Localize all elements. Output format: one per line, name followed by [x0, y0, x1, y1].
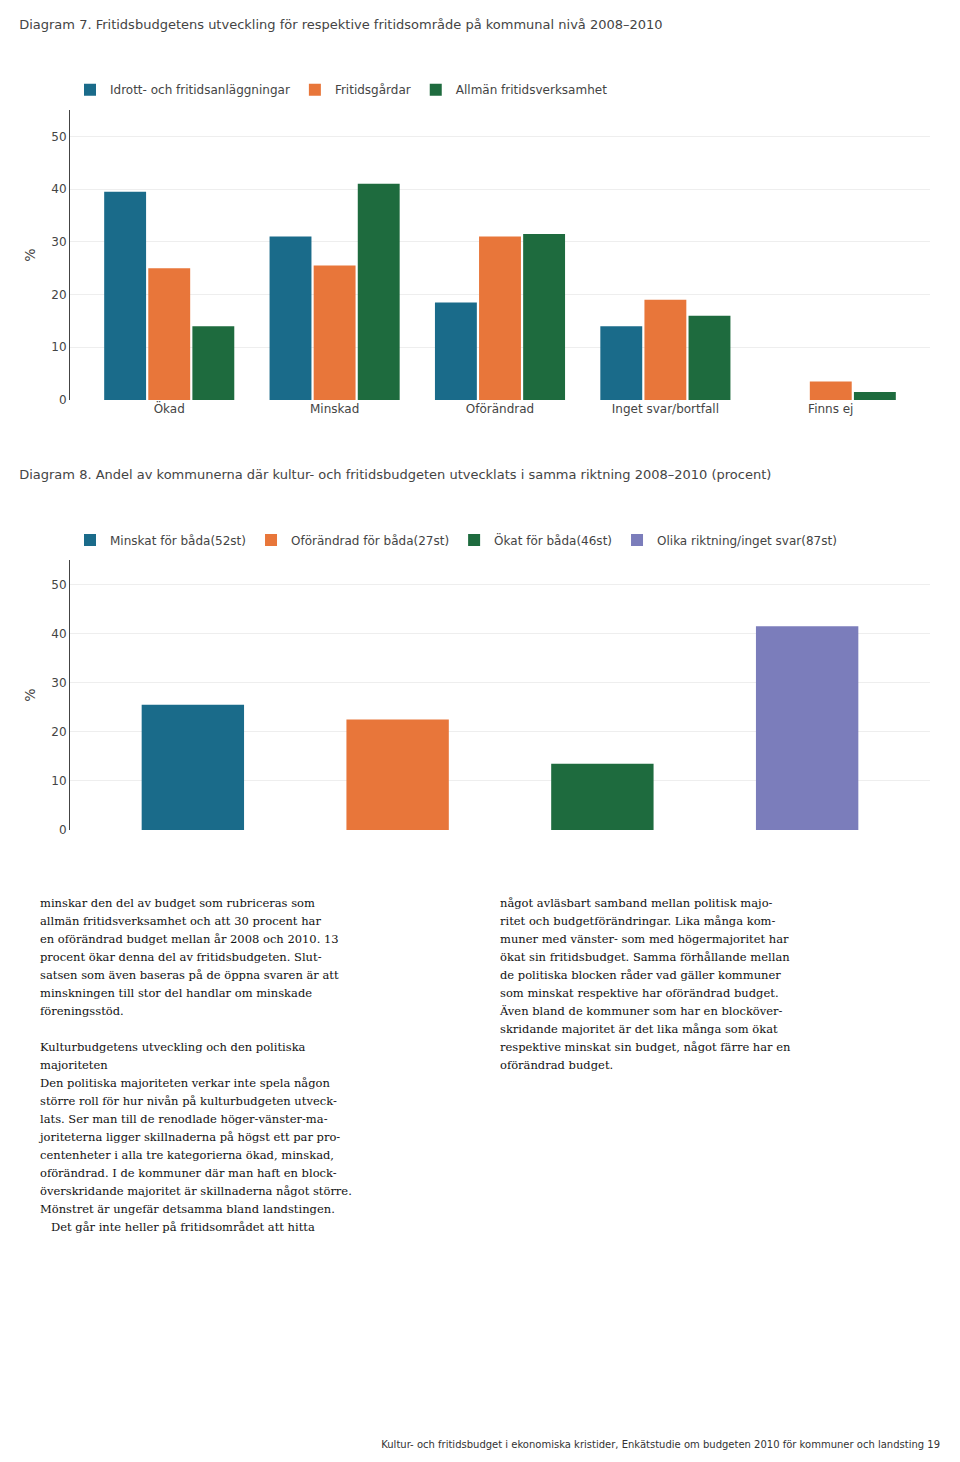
svg-text:50: 50 [51, 130, 66, 144]
html-text:centenheter i alla tre kategor: centenheter i alla tre kategorierna ökad… [40, 1148, 334, 1162]
svg-text:Fritidsgårdar: Fritidsgårdar [335, 83, 411, 97]
html-text:skridande majoritet är det lik: skridande majoritet är det lika många so… [500, 1022, 778, 1036]
svg-text:50: 50 [51, 578, 66, 592]
html-text:överskridande majoritet är ski: överskridande majoritet är skillnaderna … [40, 1184, 352, 1198]
svg-text:30: 30 [51, 676, 66, 690]
html-text:allmän fritidsverksamhet och a: allmän fritidsverksamhet och att 30 proc… [40, 914, 321, 928]
svg-text:Oförändrad: Oförändrad [466, 402, 534, 416]
svg-text:Oförändrad för båda(27st): Oförändrad för båda(27st) [291, 534, 449, 548]
html-text:respektive minskat sin budget,: respektive minskat sin budget, något fär… [500, 1040, 791, 1054]
html-text:som minskat respektive har ofö: som minskat respektive har oförändrad bu… [500, 986, 779, 1000]
svg-text:20: 20 [51, 288, 66, 302]
html-text:procent ökar denna del av frit: procent ökar denna del av fritidsbudgete… [40, 950, 322, 964]
svg-text:Ökad: Ökad [154, 400, 185, 416]
html-text:föreningsstöd.: föreningsstöd. [40, 1004, 124, 1018]
html-text:muner med vänster- som med hög: muner med vänster- som med högermajorite… [500, 932, 789, 946]
svg-text:0: 0 [59, 823, 67, 837]
svg-text:Idrott- och fritidsanläggninga: Idrott- och fritidsanläggningar [110, 83, 290, 97]
html-text:Mönstret är ungefär detsamma b: Mönstret är ungefär detsamma bland lands… [40, 1202, 335, 1216]
svg-text:10: 10 [51, 774, 66, 788]
svg-text:Inget svar/bortfall: Inget svar/bortfall [612, 402, 719, 416]
html-text:Kulturbudgetens utveckling och: Kulturbudgetens utveckling och den polit… [40, 1040, 306, 1054]
svg-text:Olika riktning/inget svar(87st: Olika riktning/inget svar(87st) [657, 534, 837, 548]
html-text:Kultur- och fritidsbudget i ek: Kultur- och fritidsbudget i ekonomiska k… [381, 1439, 940, 1450]
svg-text:Diagram 8. Andel av kommunerna: Diagram 8. Andel av kommunerna där kultu… [19, 467, 771, 482]
html-text:Även bland de kommuner som har: Även bland de kommuner som har en blockö… [500, 1004, 783, 1018]
html-text:oförändrad budget.: oförändrad budget. [500, 1058, 614, 1072]
html-text:Det går inte heller på fritids: Det går inte heller på fritidsområdet at… [40, 1220, 315, 1234]
html-text:ökat sin fritidsbudget. Samma: ökat sin fritidsbudget. Samma förhålland… [500, 950, 790, 964]
svg-text:0: 0 [59, 393, 67, 407]
svg-text:30: 30 [51, 235, 66, 249]
svg-text:%: % [22, 688, 38, 701]
html-text:lats. Ser man till de renodlad: lats. Ser man till de renodlade höger-vä… [40, 1112, 328, 1126]
html-text:joriteterna ligger skillnadern: joriteterna ligger skillnaderna på högst… [40, 1130, 341, 1144]
html-text:ritet och budgetförändringar.: ritet och budgetförändringar. Lika många… [500, 914, 776, 928]
html-text:majoriteten: majoriteten [40, 1058, 108, 1072]
svg-text:40: 40 [51, 182, 66, 196]
html-text:något avläsbart samband mellan: något avläsbart samband mellan politisk … [500, 896, 773, 910]
svg-text:Diagram 7. Fritidsbudgetens ut: Diagram 7. Fritidsbudgetens utveckling f… [19, 17, 662, 32]
html-text:de politiska blocken råder vad: de politiska blocken råder vad gäller ko… [500, 968, 781, 982]
svg-text:Ökat för båda(46st): Ökat för båda(46st) [494, 532, 612, 548]
html-text:en oförändrad budget mellan år: en oförändrad budget mellan år 2008 och … [40, 932, 339, 946]
svg-text:Finns ej: Finns ej [808, 402, 853, 416]
html-text:satsen som även baseras på de: satsen som även baseras på de öppna svar… [40, 968, 339, 982]
html-text:oförändrad. I de kommuner där: oförändrad. I de kommuner där man haft e… [40, 1166, 337, 1180]
svg-text:40: 40 [51, 627, 66, 641]
html-text:minskar den del av budget som: minskar den del av budget som rubriceras… [40, 896, 315, 910]
html-text:minskningen till stor del hand: minskningen till stor del handlar om min… [40, 986, 313, 1000]
svg-text:%: % [22, 248, 38, 261]
svg-text:20: 20 [51, 725, 66, 739]
svg-text:Allmän fritidsverksamhet: Allmän fritidsverksamhet [456, 83, 607, 97]
svg-text:Minskat för båda(52st): Minskat för båda(52st) [110, 534, 246, 548]
html-text:större roll för hur nivån på k: större roll för hur nivån på kulturbudge… [40, 1094, 337, 1108]
svg-text:10: 10 [51, 340, 66, 354]
html-text:Den politiska majoriteten verk: Den politiska majoriteten verkar inte sp… [40, 1076, 330, 1090]
svg-text:Minskad: Minskad [310, 402, 359, 416]
